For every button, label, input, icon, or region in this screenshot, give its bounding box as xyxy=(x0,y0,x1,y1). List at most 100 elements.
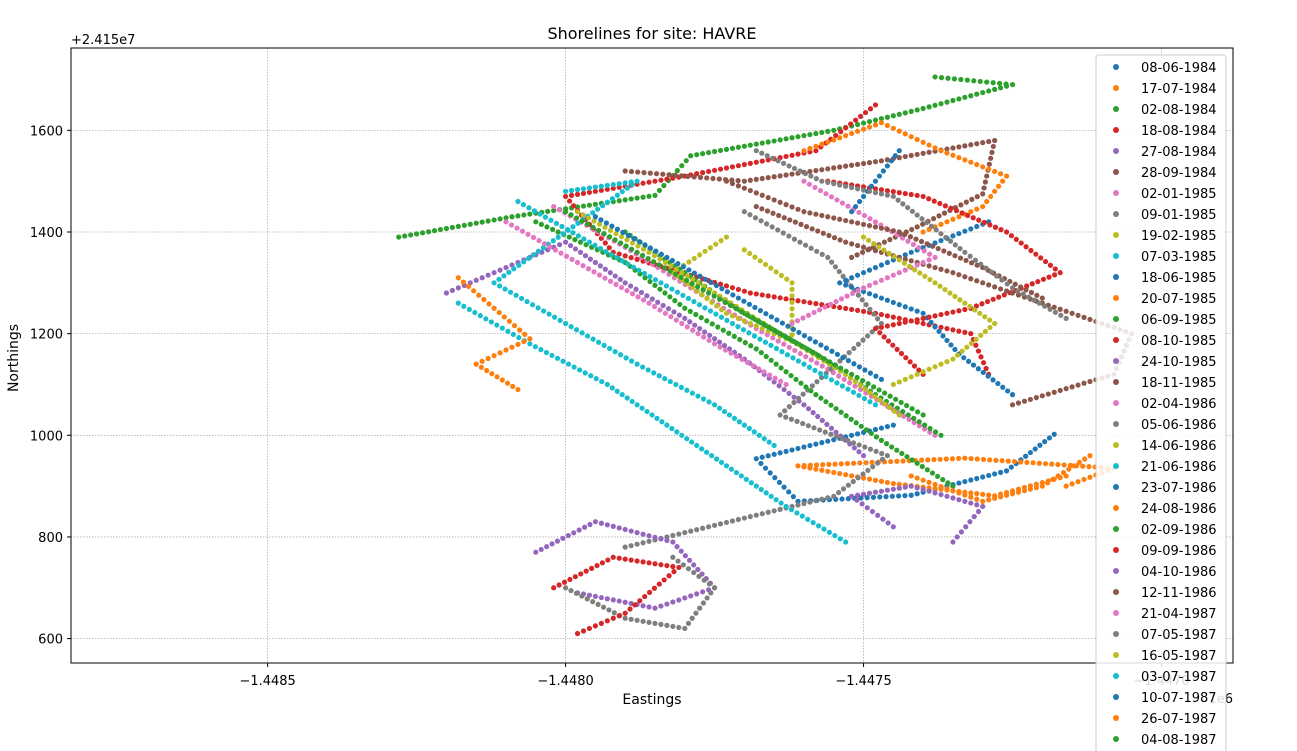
data-point xyxy=(641,270,648,277)
data-point xyxy=(837,304,843,311)
data-point xyxy=(425,229,432,235)
data-point xyxy=(951,76,958,82)
data-point xyxy=(697,174,704,181)
data-point xyxy=(673,271,679,277)
data-point xyxy=(864,505,870,511)
data-point xyxy=(781,341,787,347)
data-point xyxy=(779,349,785,355)
data-point xyxy=(920,193,926,200)
legend-marker xyxy=(1113,106,1119,112)
plot-frame xyxy=(70,47,1234,664)
data-point xyxy=(520,202,527,208)
data-point xyxy=(479,275,485,281)
data-point xyxy=(542,214,549,220)
data-point xyxy=(761,321,767,327)
legend-item: 17-07-1984 xyxy=(1113,82,1217,97)
data-point xyxy=(624,237,630,243)
data-point xyxy=(972,307,978,313)
data-point xyxy=(1071,463,1077,469)
data-point xyxy=(1004,281,1010,287)
data-point xyxy=(950,216,956,222)
data-point xyxy=(962,478,968,485)
data-point xyxy=(878,437,885,443)
data-point xyxy=(937,456,943,462)
data-point xyxy=(982,314,988,320)
data-point xyxy=(877,330,883,336)
data-point xyxy=(956,455,962,462)
data-point xyxy=(880,168,887,174)
data-point xyxy=(739,356,745,363)
data-point xyxy=(1052,309,1059,315)
data-point xyxy=(854,492,861,498)
data-point xyxy=(784,276,790,282)
legend-item: 12-11-1986 xyxy=(1113,586,1217,601)
data-point xyxy=(901,260,908,266)
data-point xyxy=(597,245,604,252)
data-point xyxy=(812,184,818,191)
data-point xyxy=(864,495,870,501)
data-point xyxy=(783,172,789,178)
data-point xyxy=(570,203,577,209)
data-point xyxy=(795,298,801,304)
data-point xyxy=(592,184,598,190)
y-offset-label: +2.415e7 xyxy=(71,33,135,48)
data-point xyxy=(731,415,738,421)
data-point xyxy=(885,338,892,344)
data-point xyxy=(590,210,596,216)
data-point xyxy=(931,456,937,463)
data-point xyxy=(807,462,813,468)
data-point xyxy=(919,216,925,222)
data-point xyxy=(640,618,646,624)
data-point xyxy=(777,173,783,179)
data-point xyxy=(622,253,628,259)
data-point xyxy=(815,228,821,234)
data-point xyxy=(675,261,681,267)
data-point xyxy=(851,361,857,367)
data-point xyxy=(706,290,712,296)
series-points xyxy=(908,453,1093,504)
data-point xyxy=(808,245,814,251)
data-point xyxy=(1036,460,1042,466)
data-point xyxy=(833,429,839,435)
data-point xyxy=(592,214,598,220)
legend-marker xyxy=(1113,589,1119,595)
data-point xyxy=(538,347,544,353)
data-point xyxy=(806,181,813,187)
data-point xyxy=(1027,486,1033,492)
data-point xyxy=(659,419,665,425)
data-point xyxy=(986,282,992,288)
data-point xyxy=(998,85,1004,91)
data-point xyxy=(996,294,1002,300)
data-point xyxy=(860,270,867,276)
data-point xyxy=(891,254,897,260)
data-point xyxy=(1045,480,1051,486)
data-point xyxy=(887,237,893,243)
data-point xyxy=(652,282,658,288)
data-point xyxy=(843,133,849,139)
data-point xyxy=(926,257,932,263)
data-point xyxy=(618,284,625,291)
data-point xyxy=(903,355,909,361)
data-point xyxy=(691,298,697,305)
data-point xyxy=(982,179,988,185)
data-point xyxy=(807,145,813,152)
data-point xyxy=(986,497,992,503)
data-point xyxy=(597,263,603,269)
legend-item: 18-11-1985 xyxy=(1113,376,1217,391)
data-point xyxy=(568,192,575,198)
data-point xyxy=(914,107,920,113)
data-point xyxy=(786,163,792,169)
data-point xyxy=(884,487,890,493)
data-point xyxy=(920,221,926,227)
data-point xyxy=(408,232,414,238)
data-point xyxy=(908,191,914,198)
data-point xyxy=(845,482,851,488)
data-point xyxy=(489,371,495,377)
data-point xyxy=(741,318,747,324)
data-point xyxy=(932,102,938,108)
data-point xyxy=(849,241,855,247)
data-point xyxy=(698,315,704,321)
data-point xyxy=(957,245,963,252)
data-point xyxy=(617,276,623,283)
data-point xyxy=(673,317,679,323)
